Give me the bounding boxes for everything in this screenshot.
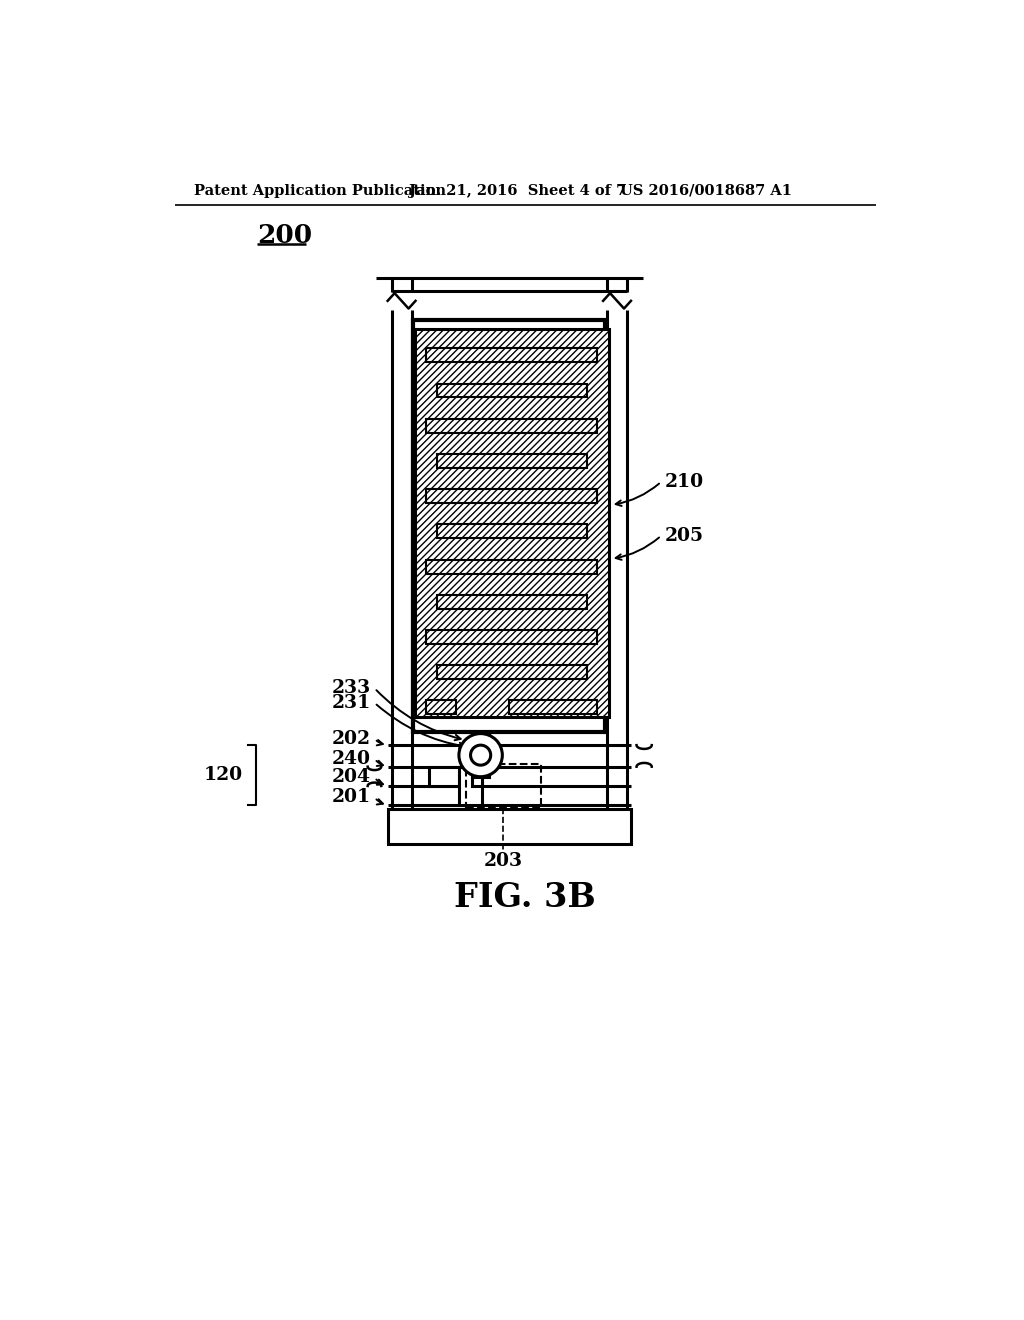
Text: 205: 205 (665, 527, 705, 545)
Bar (426, 348, 597, 362)
Bar (436, 524, 587, 539)
Bar (436, 595, 587, 609)
Text: 202: 202 (332, 730, 371, 748)
Bar (436, 384, 587, 397)
Bar (426, 701, 456, 714)
Bar (509, 701, 597, 714)
Text: Patent Application Publication: Patent Application Publication (194, 183, 445, 198)
Bar (388, 809, 631, 843)
Bar (429, 767, 459, 785)
Text: 200: 200 (257, 223, 312, 248)
Text: 201: 201 (332, 788, 371, 807)
Text: Jan. 21, 2016  Sheet 4 of 7: Jan. 21, 2016 Sheet 4 of 7 (409, 183, 626, 198)
Bar (415, 330, 608, 717)
Bar (436, 665, 587, 678)
Bar (459, 767, 482, 805)
Text: 231: 231 (332, 694, 371, 711)
Text: 204: 204 (332, 768, 371, 787)
Bar (426, 560, 597, 573)
Bar (436, 454, 587, 467)
Text: 233: 233 (332, 680, 371, 697)
Text: 210: 210 (665, 473, 705, 491)
Circle shape (459, 734, 503, 776)
Bar (426, 418, 597, 433)
Bar (426, 630, 597, 644)
Text: 240: 240 (332, 750, 371, 768)
Text: 203: 203 (484, 853, 523, 870)
Text: 120: 120 (204, 766, 243, 784)
Bar (426, 490, 597, 503)
Bar (472, 733, 489, 776)
Circle shape (471, 744, 490, 766)
Text: FIG. 3B: FIG. 3B (454, 882, 596, 913)
Text: US 2016/0018687 A1: US 2016/0018687 A1 (621, 183, 793, 198)
Bar (414, 321, 605, 733)
Bar (466, 764, 541, 808)
Bar (472, 767, 482, 785)
